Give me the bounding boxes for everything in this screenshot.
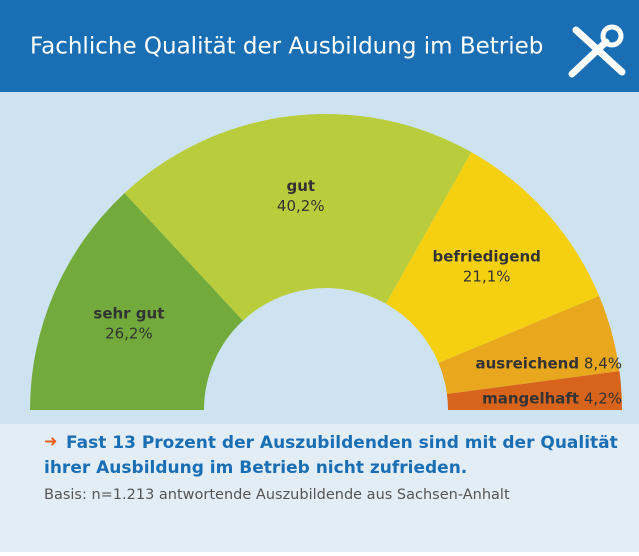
value-label: 26,2%	[105, 325, 153, 343]
category-label: gut	[286, 177, 315, 195]
value-label: 4,2%	[584, 389, 622, 407]
segment	[438, 295, 620, 394]
label: ausreichend 8,4%	[476, 354, 623, 372]
value-label: 8,4%	[584, 354, 622, 372]
source: Basis: n=1.213 antwortende Auszubildende…	[44, 487, 510, 503]
tools-icon	[568, 24, 626, 78]
segment	[385, 152, 600, 364]
header	[0, 0, 639, 92]
value-label: 40,2%	[277, 197, 325, 215]
segment	[124, 114, 472, 321]
segment	[30, 193, 243, 410]
category-label: sehr gut	[93, 305, 164, 323]
segment	[446, 371, 622, 410]
category-label: befriedigend	[433, 248, 541, 266]
arrow: ➜	[44, 432, 57, 451]
note-line: ihrer Ausbildung im Betrieb nicht zufrie…	[44, 458, 467, 478]
value-label: 21,1%	[463, 268, 511, 286]
chart-title: Fachliche Qualität der Ausbildung im Bet…	[30, 34, 543, 60]
label: mangelhaft 4,2%	[482, 389, 622, 407]
category-label: mangelhaft	[482, 389, 579, 407]
note-line: Fast 13 Prozent der Auszubildenden sind …	[66, 433, 618, 453]
category-label: ausreichend	[476, 354, 580, 372]
